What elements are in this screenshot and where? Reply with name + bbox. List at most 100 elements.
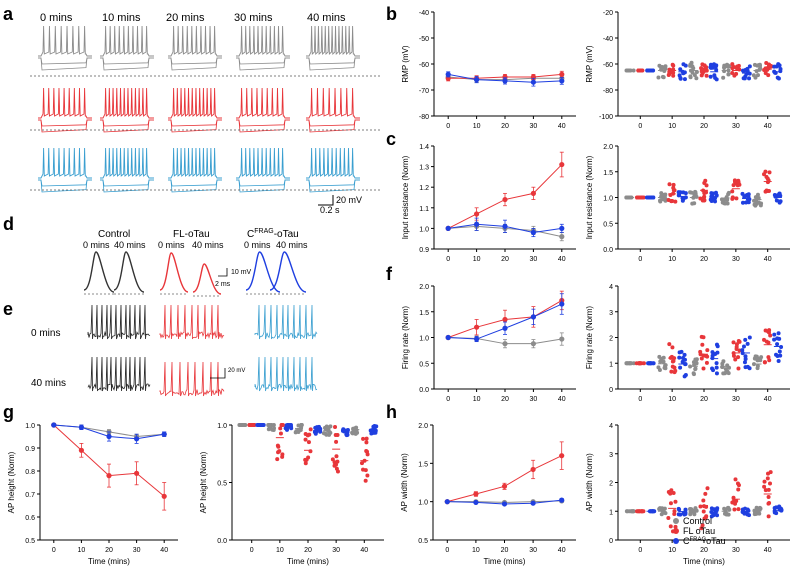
scatter-point [682,374,687,379]
x-tick-label: 40 [558,256,566,263]
firing-trace [159,304,225,340]
y-axis-label: Input resistance (Norm) [401,155,410,239]
x-tick-label: 40 [558,547,566,554]
panel-e-scale-voltage: 20 mV [228,368,245,374]
scatter-point [702,198,707,203]
legend-marker-fl [673,528,679,534]
scatter-point [714,193,719,198]
x-tick-label: 0 [638,123,642,130]
legend-label-c: C [683,536,690,546]
y-tick-label: 0.6 [25,515,35,522]
scatter-point [764,174,769,179]
scatter-point [703,66,708,71]
scatter-point [327,432,332,437]
step-trace [168,57,222,71]
data-point [559,453,565,459]
chart-b-right: -100 -80 -60 -40 -20 0 10 20 30 40 RMP (mV) [585,10,790,130]
step-trace [168,179,222,187]
y-tick-label: 0.9 [419,247,429,254]
scatter-point [743,337,748,342]
firing-trace [87,356,151,392]
step-trace [306,119,360,133]
y-tick-label: 4 [609,284,613,291]
scatter-point [741,76,746,81]
scatter-point [313,431,318,436]
y-tick-label: -40 [419,10,429,17]
y-tick-label: 0.7 [25,492,35,499]
y-tick-label: 0.9 [25,446,35,453]
data-point [530,190,537,196]
y-axis-label: Firing rate (Norm) [585,306,594,369]
scatter-point [734,71,739,76]
data-point [445,71,451,77]
step-trace [236,119,290,133]
scatter-point [333,424,338,429]
scatter-point [741,68,746,73]
scatter-point [694,361,699,366]
panel-d-title-frag-super: FRAG [254,228,273,235]
scatter-point [306,440,311,445]
scatter-point [661,75,666,80]
data-point [502,78,508,84]
scatter-point [313,425,318,430]
scatter-point [754,505,759,510]
x-tick-label: 30 [732,256,740,263]
data-point [78,424,84,430]
data-point [502,341,508,347]
scatter-point [752,202,757,207]
y-tick-label: 1.2 [419,185,429,192]
scatter-point [656,365,661,370]
x-tick-label: 40 [558,396,566,403]
step-trace [306,179,360,193]
scatter-point [702,194,707,199]
scatter-point [723,507,728,512]
y-tick-label: 0 [609,538,613,545]
scatter-point [776,331,781,336]
data-point [502,316,508,323]
step-trace [100,57,154,71]
x-axis-label: Time (mins) [88,557,130,566]
y-tick-label: 3 [609,452,613,459]
step-trace [100,179,154,187]
data-point [559,161,565,168]
scatter-point [699,66,704,71]
scatter-point [658,506,663,511]
scatter-point [668,491,673,496]
scatter-point [774,198,779,203]
scatter-point [693,357,698,362]
x-tick-label: 10 [473,256,481,263]
panel-d-scale-time: 2 ms [215,281,231,288]
scatter-point [670,345,675,350]
data-point [530,466,536,473]
panel-e-traces [87,304,318,397]
scatter-point [762,337,767,342]
scatter-point [765,67,770,72]
step-trace [306,119,360,127]
spike-trace [306,87,360,119]
x-tick-label: 30 [732,547,740,554]
data-point [134,436,140,442]
spike-trace [168,25,222,57]
scatter-point [673,368,678,373]
scatter-point [693,507,698,512]
x-tick-label: 30 [732,396,740,403]
x-tick-label: 30 [530,396,538,403]
x-tick-label: 0 [446,256,450,263]
scatter-point [732,507,737,512]
firing-trace [254,304,318,340]
x-tick-label: 40 [360,547,368,554]
scatter-point [671,63,676,68]
x-tick-label: 40 [764,256,772,263]
scatter-point [656,75,661,80]
scatter-point [303,437,308,442]
scatter-point [720,200,725,205]
scatter-point [682,512,687,517]
y-tick-label: 0.0 [603,247,613,254]
x-axis-label: Time (mins) [683,557,725,566]
scatter-point [772,506,777,511]
scatter-point [740,348,745,353]
y-axis-label: AP height (Norm) [199,451,208,513]
x-tick-label: 0 [445,547,449,554]
y-tick-label: 4 [609,423,613,430]
